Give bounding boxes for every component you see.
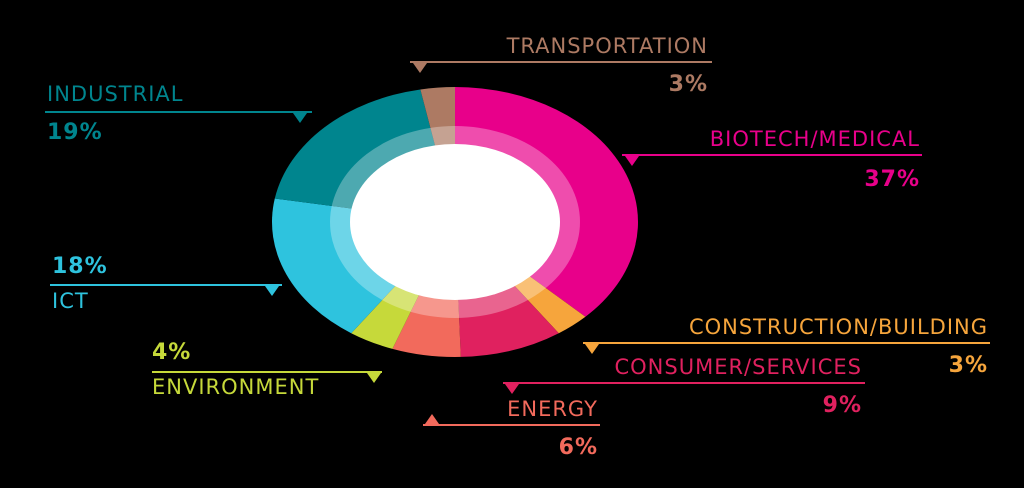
pointer [425,414,439,424]
category-label: BIOTECH/MEDICAL [710,127,920,151]
category-label: CONSTRUCTION/BUILDING [689,315,988,339]
category-label: INDUSTRIAL [47,82,183,106]
donut-hole [350,144,560,300]
value-label: 37% [864,167,920,192]
value-label: 18% [52,254,108,279]
value-label: 3% [949,353,988,378]
value-label: 4% [152,340,191,365]
value-label: 3% [669,72,708,97]
pointer [585,344,599,354]
value-label: 9% [823,393,862,418]
category-label: CONSUMER/SERVICES [614,355,862,379]
category-label: TRANSPORTATION [506,34,708,58]
value-label: 6% [559,435,598,460]
category-label: ENERGY [507,397,598,421]
category-label: ICT [52,289,89,313]
pointer [505,384,519,394]
pointer [413,63,427,73]
category-label: ENVIRONMENT [152,375,319,399]
pointer [367,373,381,383]
pointer [625,156,639,166]
value-label: 19% [47,120,103,145]
pointer [293,113,307,123]
pointer [265,286,279,296]
